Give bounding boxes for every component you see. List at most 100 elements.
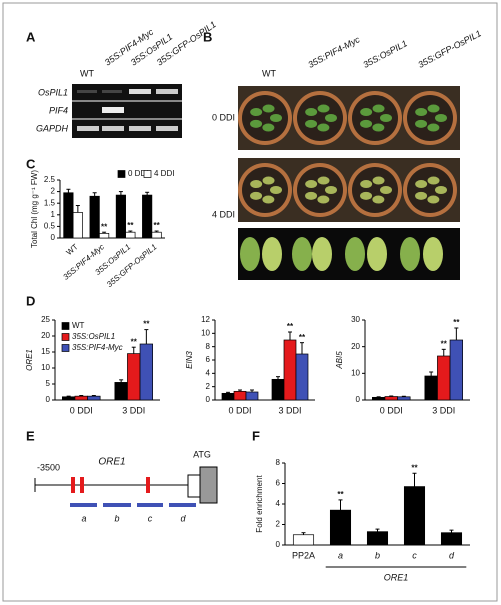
plant	[415, 119, 428, 128]
bar	[329, 509, 352, 546]
y-tick-label: 20	[41, 331, 50, 340]
bar	[125, 231, 136, 239]
legend-swatch	[61, 322, 70, 330]
panel-letter: B	[203, 29, 212, 44]
significance: **	[101, 222, 108, 231]
plant	[262, 123, 275, 132]
plant	[360, 191, 373, 200]
fragment	[70, 503, 97, 507]
bar	[424, 375, 438, 401]
x-tick-label: b	[375, 550, 380, 560]
significance: **	[127, 221, 134, 230]
x-tick-label: 3 DDI	[432, 405, 455, 415]
plant	[380, 186, 392, 194]
exon-box	[199, 466, 218, 504]
significance: **	[131, 337, 138, 346]
soil	[352, 95, 398, 141]
bar	[271, 378, 285, 401]
x-tick-label: 3 DDI	[278, 405, 301, 415]
significance: **	[299, 333, 306, 342]
soil	[242, 95, 288, 141]
sample-label: 35S:OsPIL1	[361, 38, 409, 70]
panel-letter: A	[26, 29, 36, 44]
y-tick-label: 6	[276, 479, 281, 488]
bar	[397, 396, 411, 401]
y-tick-label: 4	[276, 499, 281, 508]
plant	[372, 176, 385, 185]
soil	[407, 95, 453, 141]
condition-label: 0 DDI	[212, 112, 235, 122]
y-tick-label: 15	[41, 347, 50, 356]
plant	[250, 119, 263, 128]
bar	[372, 396, 386, 401]
plant	[415, 191, 428, 200]
sample-label: WT	[262, 68, 276, 78]
y-tick-label: 2	[276, 520, 281, 529]
bar	[292, 534, 315, 546]
y-tick-label: 1	[51, 210, 56, 219]
plant	[427, 195, 440, 204]
gel-band	[129, 126, 151, 131]
x-tick-label: c	[412, 550, 417, 560]
plant	[360, 108, 373, 117]
gel-band	[77, 90, 97, 93]
bar	[61, 396, 76, 401]
plant	[427, 123, 440, 132]
plant	[372, 104, 385, 113]
panel-letter: D	[26, 293, 35, 308]
plant	[250, 180, 263, 189]
y-tick-label: 0	[206, 395, 211, 404]
y-axis-label: ORE1	[25, 349, 34, 371]
bar	[114, 382, 128, 401]
legend-swatch	[117, 170, 126, 178]
leaf	[240, 237, 260, 271]
legend-label: 0 DDI	[128, 169, 148, 178]
soil	[297, 167, 343, 213]
soil	[407, 167, 453, 213]
plant	[435, 186, 447, 194]
y-tick-label: 5	[46, 379, 51, 388]
gel-band	[102, 107, 124, 113]
gene-name: ORE1	[98, 457, 125, 468]
bar	[233, 390, 247, 401]
plant	[262, 195, 275, 204]
leaf	[312, 237, 332, 271]
plant	[372, 123, 385, 132]
plant	[305, 180, 318, 189]
x-tick-label: 3 DDI	[122, 405, 145, 415]
significance: **	[453, 318, 460, 327]
utr-box	[187, 474, 201, 498]
y-tick-label: 8	[206, 342, 211, 351]
leaf	[292, 237, 312, 271]
sample-label: 35S:PIF4-Myc	[306, 34, 361, 70]
y-tick-label: 0	[276, 540, 281, 549]
plant	[360, 119, 373, 128]
bar	[87, 395, 101, 401]
y-tick-label: 30	[351, 315, 360, 324]
element	[71, 477, 75, 493]
x-tick-label: d	[449, 550, 455, 560]
plant	[305, 191, 318, 200]
y-tick-label: 4	[206, 368, 211, 377]
plant	[415, 108, 428, 117]
leaf	[345, 237, 365, 271]
legend-swatch	[61, 344, 70, 352]
x-tick-label: WT	[64, 242, 79, 257]
y-tick-label: 10	[351, 368, 360, 377]
plant	[435, 114, 447, 122]
gel-band	[156, 89, 178, 94]
bar	[139, 343, 154, 401]
gene-label: OsPIL1	[38, 87, 68, 97]
legend-label: WT	[72, 321, 85, 330]
plant	[250, 191, 263, 200]
bar	[366, 531, 389, 546]
y-tick-label: 10	[201, 328, 210, 337]
legend-swatch	[143, 170, 152, 178]
y-axis-label: Fold enrichment	[255, 475, 264, 533]
leaf	[400, 237, 420, 271]
bar	[72, 212, 83, 239]
y-tick-label: 8	[276, 458, 281, 467]
leaf	[262, 237, 282, 271]
bar	[283, 339, 297, 401]
